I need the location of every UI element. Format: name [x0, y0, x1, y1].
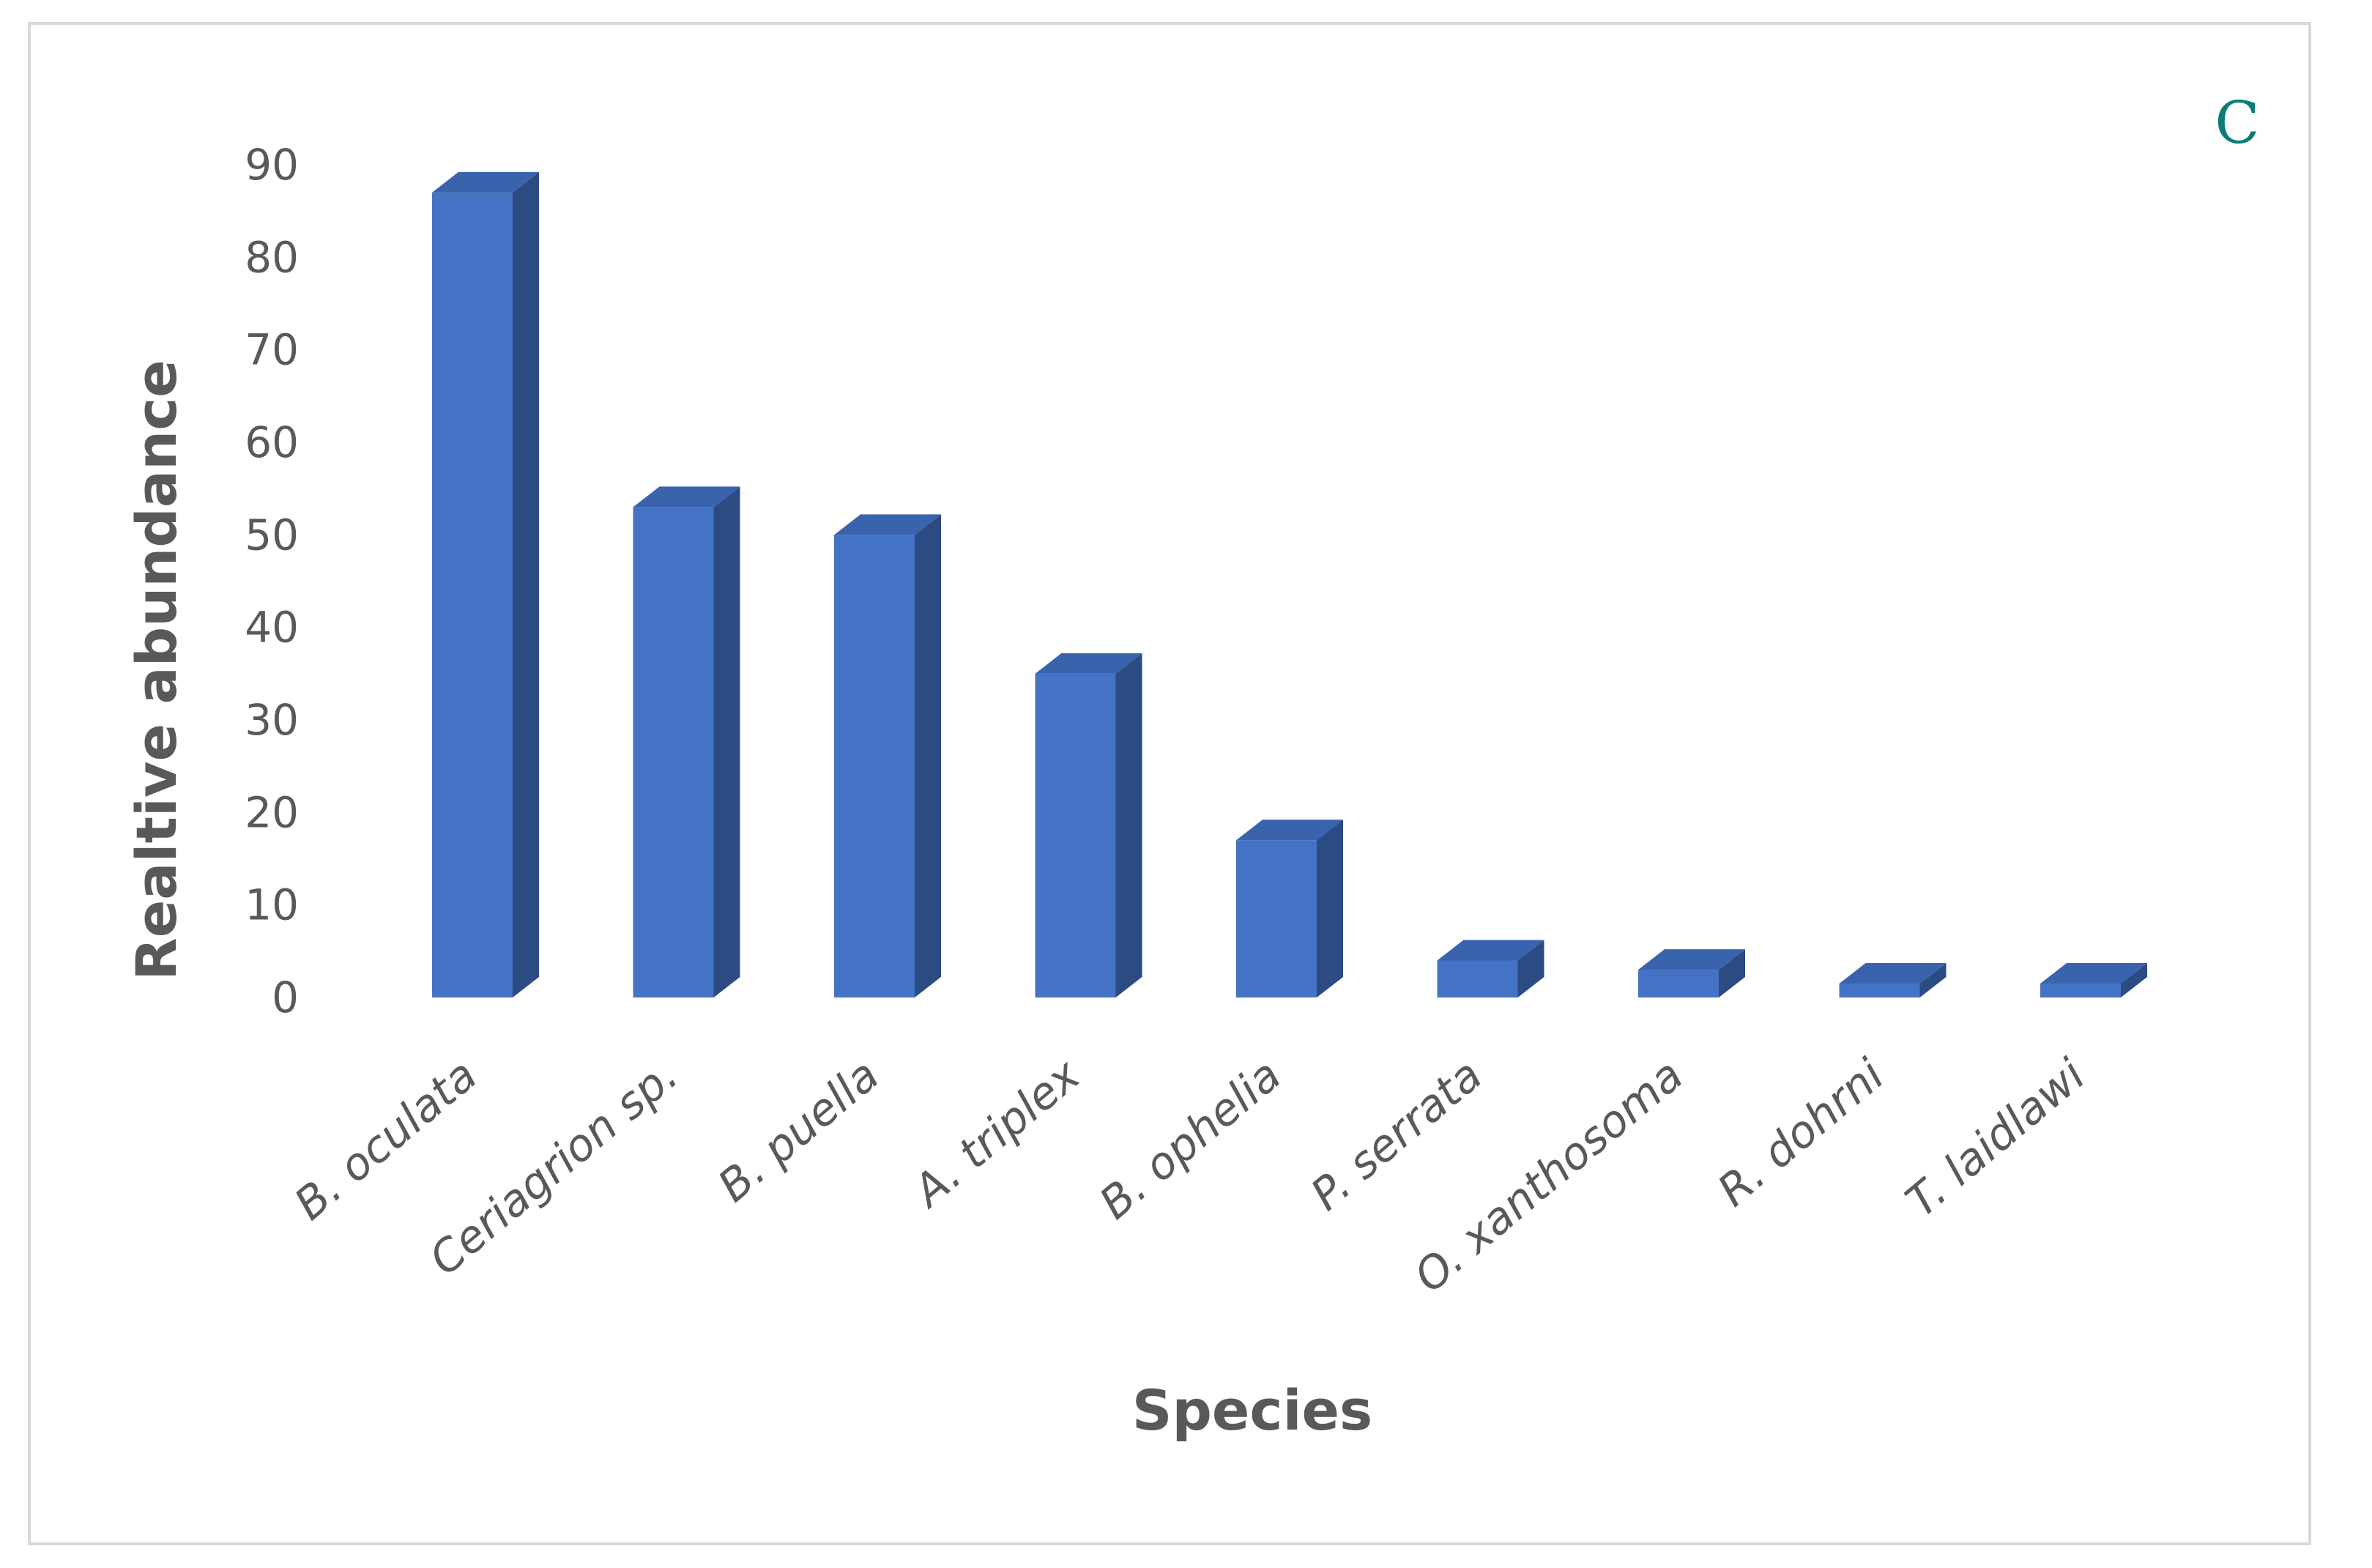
y-tick-label: 60 [245, 417, 299, 467]
y-tick-label: 0 [272, 973, 299, 1022]
bar-front [1437, 960, 1518, 997]
y-axis-ticks: 0 10 20 30 40 50 60 70 80 90 [245, 140, 299, 1022]
figure-frame [28, 22, 2311, 1545]
y-tick-label: 90 [245, 140, 299, 190]
bar [2040, 963, 2147, 997]
bar-front [1638, 970, 1719, 997]
bar [1236, 820, 1343, 997]
x-category-label: T. laidlawi [1897, 1049, 2095, 1227]
y-tick-label: 40 [245, 603, 299, 653]
bar-top [834, 514, 941, 535]
y-tick-label: 70 [245, 325, 299, 375]
bar-side [713, 486, 740, 997]
bar-front [432, 192, 513, 997]
bar-top [2040, 963, 2147, 984]
bar [432, 171, 539, 997]
bar-side [1719, 949, 1745, 997]
y-tick-label: 80 [245, 232, 299, 282]
bar-top [633, 486, 740, 508]
x-category-label: B. ophelia [1090, 1049, 1290, 1230]
bar [633, 486, 740, 997]
bar-side [2121, 963, 2147, 997]
bar-side [1115, 653, 1142, 997]
y-tick-label: 20 [245, 787, 299, 837]
bar [1839, 963, 1947, 997]
bar-top [1236, 820, 1343, 841]
y-axis-title: Realtive abundance [124, 360, 189, 981]
bar-top [1035, 653, 1142, 674]
x-category-label: B. oculata [285, 1049, 486, 1230]
bar [1437, 940, 1544, 997]
bar-side [513, 171, 539, 997]
y-tick-label: 10 [245, 880, 299, 930]
bar-side [1517, 940, 1544, 997]
x-category-label: B. puella [709, 1049, 889, 1212]
panel-label: C [2215, 89, 2259, 157]
bar-front [1035, 673, 1116, 997]
bar-top [1638, 949, 1745, 970]
bar-front [1236, 840, 1317, 997]
y-tick-label: 50 [245, 510, 299, 560]
x-category-label: A. triplex [901, 1049, 1090, 1219]
bar-front [2040, 984, 2121, 997]
bars [432, 171, 2147, 997]
x-category-label: P. serrata [1301, 1049, 1492, 1221]
bar-front [834, 535, 915, 997]
bar-front [633, 507, 714, 997]
bar-top [432, 171, 539, 193]
bar-top [1437, 940, 1544, 961]
x-axis-title: Species [1132, 1378, 1373, 1443]
bar-side [1317, 820, 1343, 997]
bar [834, 514, 941, 997]
bar-top [1839, 963, 1947, 984]
bar [1035, 653, 1142, 997]
bar-side [915, 514, 941, 997]
x-category-label: R. dohrni [1709, 1049, 1895, 1217]
bar [1638, 949, 1745, 997]
bar-front [1839, 984, 1920, 997]
y-tick-label: 30 [245, 695, 299, 745]
bar-side [1919, 963, 1947, 997]
